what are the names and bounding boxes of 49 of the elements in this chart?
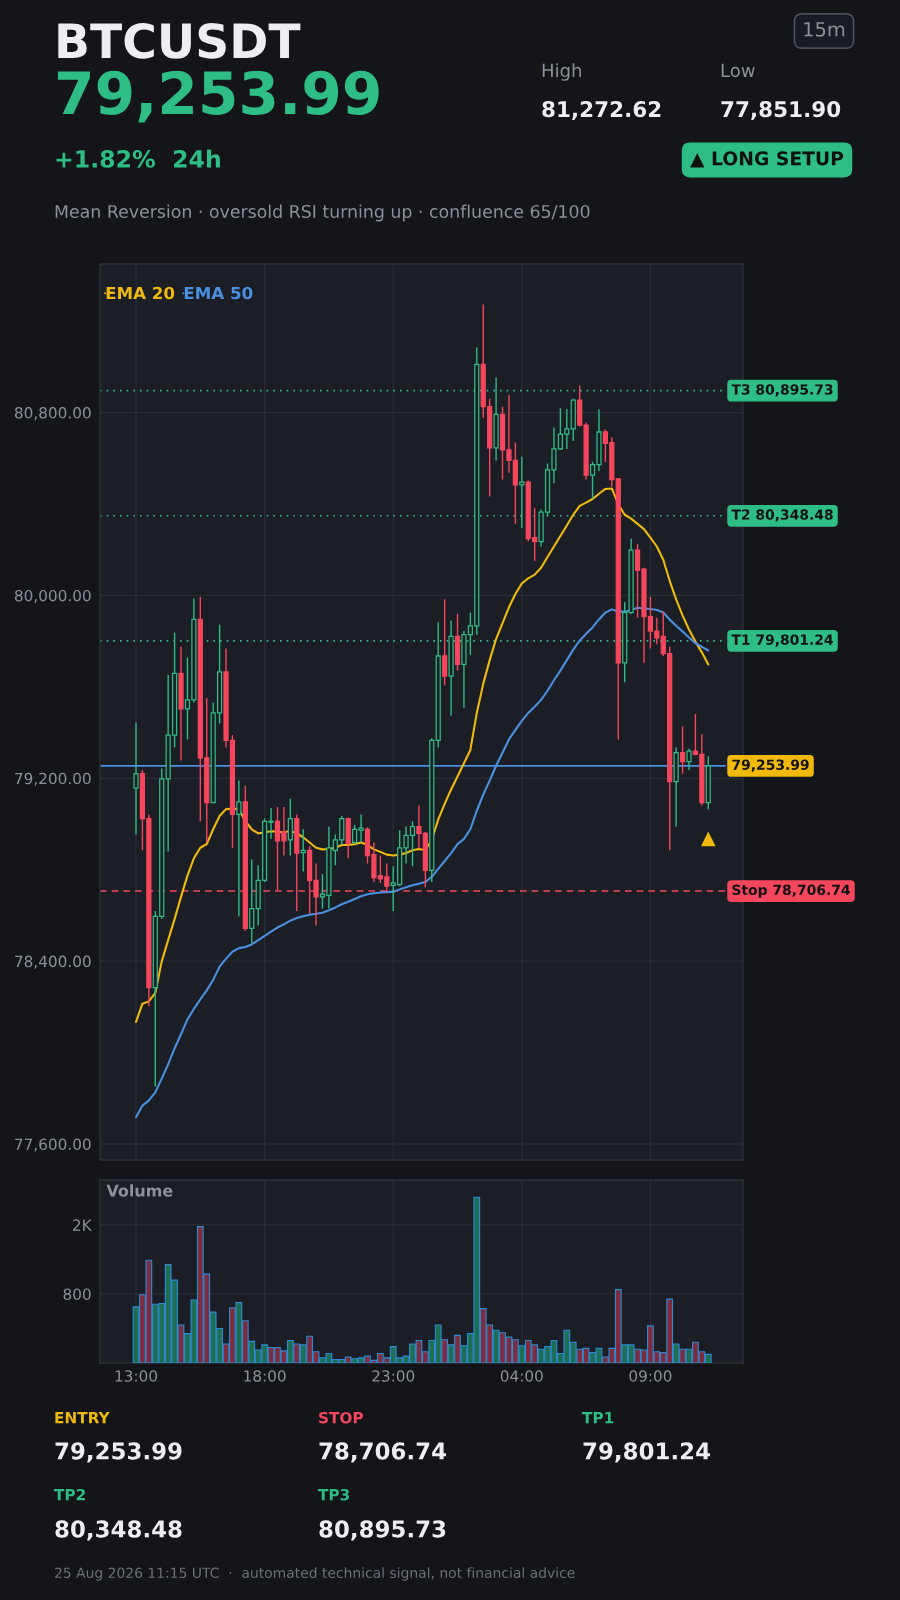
candlestick [679, 725, 686, 775]
text: Mean Reversion · oversold RSI turning up · confluence 65/100 [55, 204, 590, 222]
text: 15m [804, 22, 845, 37]
x-tick-label: 09:00 [629, 1370, 672, 1382]
candlestick [287, 797, 293, 857]
x-tick-label: 04:00 [500, 1370, 543, 1382]
candlestick [442, 598, 448, 687]
ref-line-label: T2 80,348.48 [731, 509, 833, 522]
text: Low [721, 63, 755, 78]
text: 79,801.24 [583, 1442, 710, 1463]
candlestick [133, 721, 139, 836]
y-tick-label: 80,000.00 [14, 589, 91, 604]
text: 78,706.74 [319, 1442, 446, 1463]
y-tick-label: 79,200.00 [15, 772, 91, 786]
ref-line-label: 79,253.99 [732, 759, 809, 772]
ref-line-label: T3 80,895.73 [731, 384, 833, 397]
legend-label: EMA 50 [184, 286, 253, 300]
legend-label: EMA 20 [106, 286, 175, 300]
text: TP1 [582, 1412, 614, 1424]
text: 81,272.62 [542, 100, 661, 120]
y-tick-label: 77,600.00 [15, 1138, 91, 1152]
text: TP3 [318, 1488, 350, 1501]
y-tick-label: 2K [73, 1219, 92, 1231]
line-series [134, 487, 710, 1023]
ref-line-label: T1 79,801.24 [731, 634, 833, 647]
text: BTCUSDT [58, 22, 301, 59]
chart-title: Volume [106, 1184, 173, 1197]
text: 79,253.99 [57, 70, 379, 123]
x-tick-label: 13:00 [115, 1370, 158, 1382]
text: STOP [319, 1411, 363, 1424]
y-tick-label: 80,800.00 [14, 407, 91, 421]
text: ENTRY [55, 1412, 110, 1424]
text: 80,895.73 [319, 1520, 446, 1541]
candlestick [686, 748, 692, 771]
text: TP2 [54, 1488, 85, 1501]
y-tick-label: 78,400.00 [15, 955, 91, 969]
text: 25 Aug 2026 11:15 UTC · automated technical signal, not financial advice [55, 1567, 575, 1581]
candlestick [236, 779, 242, 918]
x-tick-label: 18:00 [244, 1370, 286, 1382]
text: +1.82% 24h [56, 149, 220, 168]
y-tick-label: 800 [63, 1288, 91, 1300]
x-tick-label: 23:00 [372, 1370, 415, 1382]
text: High [542, 63, 581, 81]
text: 79,253.99 [55, 1442, 182, 1463]
text: ▲ LONG SETUP [690, 151, 844, 168]
ref-line-label: Stop 78,706.74 [732, 884, 850, 898]
text: 80,348.48 [55, 1520, 182, 1541]
candlestick [249, 858, 255, 944]
text: 77,851.90 [721, 100, 841, 120]
